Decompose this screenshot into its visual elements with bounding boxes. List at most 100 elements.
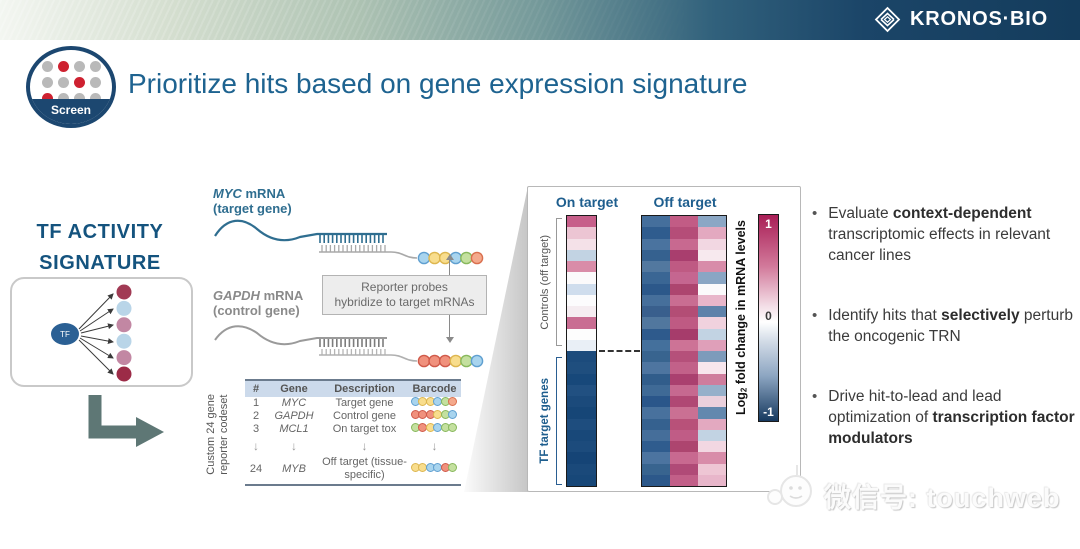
heatmap-cell [642, 418, 670, 430]
heatmap-cell [670, 272, 698, 284]
heatmap-cell [567, 474, 596, 486]
heatmap-cell [642, 261, 670, 273]
banner-stripes-texture [0, 0, 1080, 40]
zoom-connector-shape [464, 186, 528, 492]
heatmap-cell [698, 294, 726, 306]
heatmap-cell [698, 429, 726, 441]
codeset-table-header: # Gene Description Barcode [245, 379, 461, 397]
codeset-table: # Gene Description Barcode 1 MYC Target gene 2… [245, 379, 461, 486]
heatmap-cell [567, 463, 596, 475]
heatmap-cell [670, 306, 698, 318]
barcode-bead [448, 397, 457, 406]
heatmap-cell [642, 272, 670, 284]
heatmap-cell [642, 249, 670, 261]
heatmap-cell [642, 351, 670, 363]
tf-genes-bracket [556, 357, 562, 485]
heatmap-cell [670, 441, 698, 453]
key-point-text: Identify hits that selectively perturb t… [828, 307, 1073, 345]
heatmap-cell [642, 452, 670, 464]
tf-target-dots [116, 284, 132, 382]
tf-target-dot [116, 317, 132, 333]
heatmap-cell [698, 396, 726, 408]
heatmap-cell [642, 283, 670, 295]
gapdh-mrna-label: GAPDH mRNA (control gene) [213, 288, 304, 318]
heatmap-cell [698, 441, 726, 453]
heatmap-cell [567, 396, 596, 408]
heatmap-cell [567, 373, 596, 385]
tf-network-box: TF [10, 277, 193, 387]
kronos-logo-text: KRONOS·BIO [910, 8, 1048, 30]
heatmap-cell [642, 463, 670, 475]
codeset-row: 24 MYB Off target (tissue-specific) [245, 456, 461, 482]
heatmap-cell [698, 474, 726, 486]
heatmap-cell [670, 429, 698, 441]
heatmap-cell [698, 452, 726, 464]
key-point-text: Drive hit-to-lead and lead optimization … [828, 388, 1075, 447]
myc-gene-role: (target gene) [213, 201, 292, 216]
heatmap-cell [698, 227, 726, 239]
heatmap-cell [698, 306, 726, 318]
codeset-row: 3 MCL1 On target tox [245, 423, 461, 436]
tf-heading-line1: TF ACTIVITY [36, 221, 164, 243]
heatmap-panel: On target Off target Controls (off targe… [527, 186, 801, 492]
heatmap-cell [698, 249, 726, 261]
barcode-bead [438, 354, 452, 368]
heatmap-cell [642, 384, 670, 396]
wechat-id-text: 微信号: touchweb [824, 483, 1061, 513]
heatmap-cell [670, 339, 698, 351]
wechat-watermark: 微信号: touchweb [766, 465, 1061, 515]
heatmap-cell [670, 362, 698, 374]
screen-badge-dot [41, 77, 53, 88]
gapdh-probe-tail [319, 354, 418, 362]
heatmap-cell [567, 429, 596, 441]
heatmap-cell [642, 216, 670, 228]
tf-target-dot [116, 366, 132, 382]
codeset-barcode-cell [408, 397, 461, 410]
barcode-bead [428, 354, 441, 368]
heatmap-cell [670, 249, 698, 261]
colorbar-min-tick: -1 [763, 405, 774, 419]
tf-arrows [78, 293, 114, 375]
kronos-logo-icon [874, 6, 901, 33]
codeset-barcode-cell [408, 423, 461, 436]
controls-bracket [556, 218, 562, 346]
page-title: Prioritize hits based on gene expression… [128, 68, 748, 99]
heatmap-cell [670, 351, 698, 363]
heatmap-cell [698, 362, 726, 374]
heatmap-cell [670, 238, 698, 250]
gapdh-barcode-beads [417, 354, 484, 368]
codeset-header-cell: Gene [280, 383, 308, 395]
codeset-header-cell: # [252, 383, 260, 395]
off-target-column-title: Off target [653, 194, 717, 210]
heatmap-cell [698, 317, 726, 329]
heatmap-cell [698, 238, 726, 250]
heatmap-cell [670, 407, 698, 419]
barcode-bead [448, 410, 457, 419]
heatmap-cell [567, 227, 596, 239]
barcode-bead [417, 251, 431, 265]
codeset-row: 2 GAPDH Control gene [245, 410, 461, 423]
heatmap-cell [567, 283, 596, 295]
heatmap-cell [642, 317, 670, 329]
bullet-marker: • [812, 307, 818, 324]
screen-badge-dot [89, 77, 101, 88]
heatmap-cell [698, 418, 726, 430]
codeset-side-label: Custom 24 gene reporter codeset [205, 393, 230, 475]
heatmap-cell [642, 294, 670, 306]
heatmap-cell [567, 272, 596, 284]
key-point-item: • Evaluate context-dependent transcriptom… [812, 203, 1076, 266]
heatmap-cell [670, 474, 698, 486]
heatmap-cell [642, 396, 670, 408]
heatmap-cell [670, 283, 698, 295]
tf-genes-row-label: TF target genes [538, 378, 551, 464]
key-point-text: Evaluate context-dependent transcriptomi… [828, 205, 1051, 264]
heatmap-cell [670, 384, 698, 396]
tf-target-dot [116, 333, 132, 349]
screen-badge-dot [73, 77, 85, 88]
heatmap-cell [642, 238, 670, 250]
screen-badge: Screen [26, 46, 116, 128]
heatmap-cell [698, 283, 726, 295]
myc-mrna-comb [319, 235, 384, 243]
codeset-table-body: 1 MYC Target gene 2 GAPDH Control gene 3 MCL1 On… [245, 397, 461, 486]
